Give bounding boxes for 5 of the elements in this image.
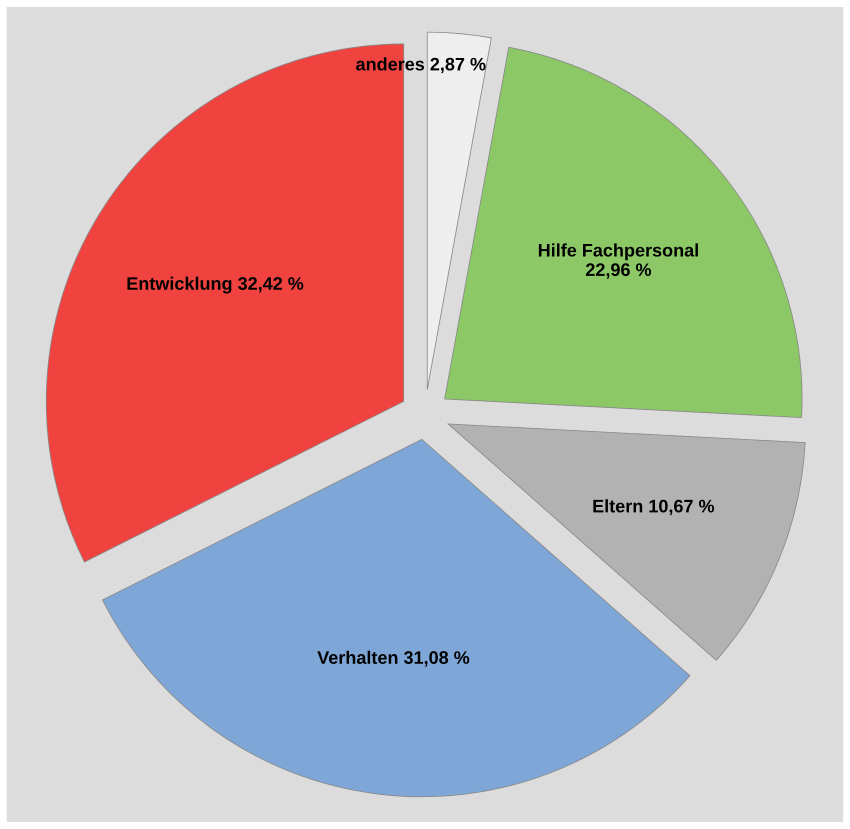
slice-label: Entwicklung 32,42 % [127,276,304,294]
data-label: 22,96 % [586,263,652,279]
slice-label: Hilfe Fachpersonal [538,243,698,260]
slice-label: Verhalten 31,08 % [317,650,470,667]
slice-label: Eltern 10,67 % [593,499,714,516]
